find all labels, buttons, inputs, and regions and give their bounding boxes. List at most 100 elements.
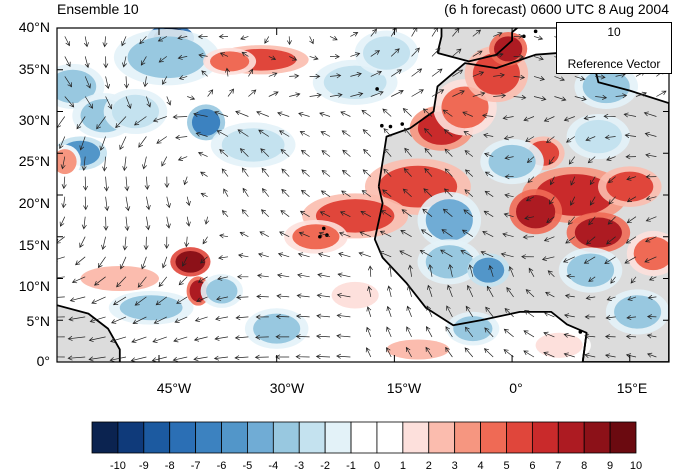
wind-vector [124, 176, 130, 192]
wind-vector [488, 264, 494, 277]
wind-vector [574, 96, 587, 101]
wind-vector [139, 36, 147, 45]
wind-vector [295, 334, 310, 340]
wind-vector [57, 276, 65, 279]
wind-vector [484, 327, 494, 338]
wind-vector [431, 68, 443, 77]
wind-vector [645, 152, 657, 158]
wind-vector [643, 111, 657, 117]
wind-vector [281, 168, 290, 177]
wind-vector [406, 326, 412, 338]
wind-vector [361, 109, 372, 117]
wind-vector [541, 256, 555, 262]
wind-vector [161, 256, 168, 269]
wind-vector [391, 69, 403, 77]
wind-vector [258, 129, 269, 137]
wind-vector [338, 252, 351, 258]
wind-vector [386, 326, 392, 338]
wind-vector [358, 251, 371, 258]
wind-vector [237, 129, 249, 137]
lat-label: 35°N [18, 61, 50, 77]
wind-vector [526, 156, 535, 163]
wind-vector [645, 216, 657, 222]
wind-vector [88, 356, 106, 362]
wind-vector [329, 73, 342, 79]
wind-vector [468, 264, 474, 277]
wind-vector [525, 289, 535, 298]
wind-vector [184, 236, 190, 248]
wind-vector [656, 90, 667, 97]
wind-vector [216, 130, 229, 137]
colorbar-tick-label: 7 [555, 460, 562, 472]
anomaly-blob [119, 295, 183, 321]
wind-vector [523, 330, 535, 338]
wind-vector [319, 111, 331, 117]
wind-vector [213, 355, 229, 361]
wind-vector [484, 152, 494, 158]
wind-vector [164, 236, 170, 250]
wind-vector [484, 171, 494, 177]
wind-vector [504, 193, 514, 199]
wind-vector [164, 176, 170, 189]
wind-vector [400, 230, 412, 238]
wind-vector [241, 167, 249, 177]
wind-vector [624, 133, 637, 139]
wind-vector [254, 354, 269, 360]
wind-vector [428, 264, 433, 277]
wind-vector [185, 216, 191, 227]
wind-vector [329, 53, 340, 60]
wind-vector [506, 287, 514, 298]
wind-vector [268, 91, 279, 97]
wind-vector [452, 48, 462, 57]
wind-vector [585, 295, 596, 301]
wind-vector [502, 232, 514, 238]
wind-vector [446, 305, 453, 318]
wind-vector [383, 128, 392, 137]
colorbar-swatch [91, 421, 119, 454]
wind-vector [258, 252, 269, 258]
wind-vector [219, 149, 229, 157]
wind-vector [513, 94, 527, 100]
south-america-land [57, 305, 120, 362]
wind-vector [241, 51, 249, 57]
wind-vector [152, 336, 167, 343]
africa-coast-north-west [377, 49, 669, 362]
wind-vector [172, 356, 188, 362]
wind-vector [646, 314, 657, 320]
wind-vector [387, 285, 392, 297]
wind-vector [57, 256, 65, 262]
wind-vector [298, 111, 310, 117]
wind-vector [201, 70, 208, 77]
wind-vector [420, 229, 433, 237]
wind-vector [645, 195, 657, 201]
wind-vector [403, 127, 412, 137]
wind-vector [83, 36, 89, 48]
wind-vector [626, 175, 637, 181]
wind-vector [289, 73, 300, 79]
wind-vector [533, 35, 544, 41]
wind-vector [567, 216, 576, 225]
wind-vector [81, 216, 87, 230]
wind-vector [422, 108, 433, 117]
wind-vector [370, 90, 384, 97]
lat-label: 5°N [26, 313, 51, 329]
wind-vector [84, 56, 90, 69]
colorbar-swatch [428, 421, 456, 454]
wind-vector [483, 210, 494, 217]
wind-vector [309, 55, 319, 61]
wind-vector [277, 252, 290, 258]
wind-vector [261, 167, 270, 177]
wind-vector [134, 296, 147, 306]
wind-vector [260, 209, 270, 217]
wind-vector [525, 196, 535, 202]
wind-vector [548, 156, 555, 165]
wind-vector [64, 96, 75, 108]
wind-vector [275, 314, 290, 320]
wind-vector [64, 36, 71, 47]
island [388, 124, 393, 129]
wind-vector [217, 275, 229, 281]
wind-vector [528, 267, 535, 277]
island [318, 234, 322, 239]
wind-vector [350, 52, 361, 57]
anomaly-blob [567, 253, 615, 287]
